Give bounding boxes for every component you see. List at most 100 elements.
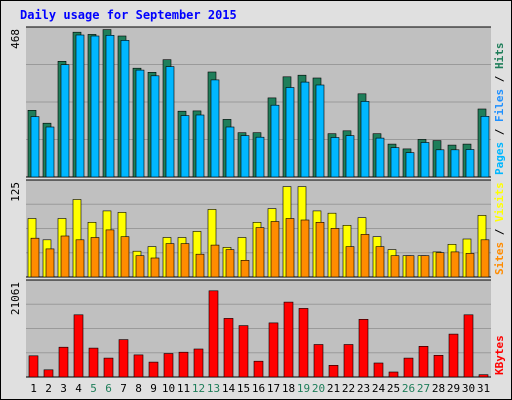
x-tick-label-day-20: 20 <box>312 382 325 395</box>
x-tick-label-day-30: 30 <box>462 382 475 395</box>
x-tick-label-day-13: 13 <box>207 382 220 395</box>
bar-sites-day-6 <box>105 229 115 278</box>
x-tick-label-day-1: 1 <box>30 382 37 395</box>
bar-kbytes-day-23 <box>358 318 369 378</box>
bar-pages-day-1 <box>30 116 40 178</box>
bar-kbytes-day-9 <box>148 361 159 378</box>
legend-files: Files <box>493 89 506 122</box>
bar-pages-day-11 <box>180 115 190 178</box>
bar-sites-day-21 <box>330 228 340 278</box>
bar-sites-day-27 <box>420 255 430 278</box>
bar-sites-day-8 <box>135 255 145 278</box>
legend-kbytes: KBytes <box>493 335 506 375</box>
bar-sites-day-26 <box>405 255 415 278</box>
x-tick-label-day-14: 14 <box>222 382 236 395</box>
x-tick-label-day-26: 26 <box>402 382 415 395</box>
x-tick-label-day-11: 11 <box>177 382 190 395</box>
bar-kbytes-day-2 <box>43 369 54 378</box>
bar-pages-day-12 <box>195 114 205 178</box>
bar-pages-day-18 <box>285 87 295 178</box>
x-tick-label-day-4: 4 <box>75 382 82 395</box>
bar-pages-day-4 <box>75 34 85 178</box>
bar-pages-day-9 <box>150 75 160 178</box>
bar-kbytes-day-31 <box>478 374 489 378</box>
bar-kbytes-day-22 <box>343 344 354 378</box>
bar-sites-day-22 <box>345 246 355 278</box>
legend-sites: Sites <box>493 242 506 275</box>
bar-kbytes-day-1 <box>28 355 39 378</box>
bar-sites-day-11 <box>180 243 190 278</box>
bar-kbytes-day-29 <box>448 333 459 378</box>
bar-kbytes-day-17 <box>268 322 279 378</box>
bar-pages-day-10 <box>165 66 175 178</box>
bar-pages-day-13 <box>210 79 220 178</box>
bar-kbytes-day-7 <box>118 339 129 378</box>
x-tick-label-day-18: 18 <box>282 382 295 395</box>
bar-sites-day-2 <box>45 248 55 278</box>
bar-pages-day-7 <box>120 40 130 178</box>
bar-pages-day-21 <box>330 137 340 178</box>
x-tick-label-day-28: 28 <box>432 382 445 395</box>
x-tick-label-day-8: 8 <box>135 382 142 395</box>
bar-sites-day-12 <box>195 253 205 278</box>
x-tick-label-day-31: 31 <box>477 382 490 395</box>
bar-pages-day-14 <box>225 126 235 178</box>
bar-kbytes-day-24 <box>373 362 384 378</box>
bar-sites-day-30 <box>465 253 475 278</box>
x-tick-label-day-21: 21 <box>327 382 340 395</box>
x-tick-label-day-24: 24 <box>372 382 386 395</box>
bar-sites-day-3 <box>60 235 70 278</box>
legend- /: / <box>493 69 506 89</box>
bar-pages-day-15 <box>240 135 250 178</box>
x-tick-label-day-19: 19 <box>297 382 310 395</box>
bar-sites-day-1 <box>30 237 40 278</box>
bar-sites-day-29 <box>450 251 460 278</box>
x-tick-label-day-16: 16 <box>252 382 265 395</box>
x-tick-label-day-3: 3 <box>60 382 67 395</box>
panel-hits-files-pages-ymax-label: 468 <box>9 29 22 49</box>
bar-pages-day-2 <box>45 126 55 178</box>
bar-kbytes-day-26 <box>403 357 414 378</box>
bar-kbytes-day-28 <box>433 354 444 378</box>
bar-kbytes-day-12 <box>193 348 204 378</box>
bar-pages-day-17 <box>270 104 280 178</box>
x-tick-label-day-2: 2 <box>45 382 52 395</box>
bar-pages-day-31 <box>480 116 490 178</box>
bar-sites-day-18 <box>285 218 295 278</box>
bar-pages-day-24 <box>375 137 385 178</box>
x-tick-label-day-27: 27 <box>417 382 430 395</box>
bar-kbytes-day-5 <box>88 347 99 378</box>
bar-sites-day-24 <box>375 246 385 278</box>
bar-kbytes-day-25 <box>388 371 399 378</box>
x-tick-label-day-23: 23 <box>357 382 370 395</box>
panel-kbytes-legend: KBytes <box>493 335 506 375</box>
x-tick-label-day-5: 5 <box>90 382 97 395</box>
bar-pages-day-27 <box>420 142 430 178</box>
bar-pages-day-20 <box>315 84 325 178</box>
bar-pages-day-6 <box>105 34 115 178</box>
bar-sites-day-28 <box>435 252 445 278</box>
panel-visits-sites-legend: Sites / Visits <box>493 182 506 275</box>
bar-kbytes-day-16 <box>253 360 264 378</box>
bar-sites-day-9 <box>150 257 160 278</box>
bar-sites-day-16 <box>255 227 265 278</box>
bar-sites-day-17 <box>270 221 280 278</box>
panel-hits-files-pages-legend: Pages / Files / Hits <box>493 43 506 176</box>
bar-sites-day-23 <box>360 234 370 278</box>
bar-sites-day-15 <box>240 259 250 278</box>
bar-pages-day-5 <box>90 35 100 178</box>
x-tick-label-day-25: 25 <box>387 382 400 395</box>
x-tick-label-day-12: 12 <box>192 382 205 395</box>
x-tick-label-day-7: 7 <box>120 382 127 395</box>
bar-kbytes-day-21 <box>328 364 339 378</box>
legend- /: / <box>493 122 506 142</box>
bar-kbytes-day-6 <box>103 357 114 378</box>
bar-pages-day-26 <box>405 152 415 178</box>
legend-hits: Hits <box>493 43 506 70</box>
bar-kbytes-day-20 <box>313 344 324 378</box>
bar-kbytes-day-14 <box>223 318 234 378</box>
bar-kbytes-day-15 <box>238 325 249 378</box>
bar-sites-day-4 <box>75 239 85 278</box>
bar-kbytes-day-27 <box>418 345 429 378</box>
